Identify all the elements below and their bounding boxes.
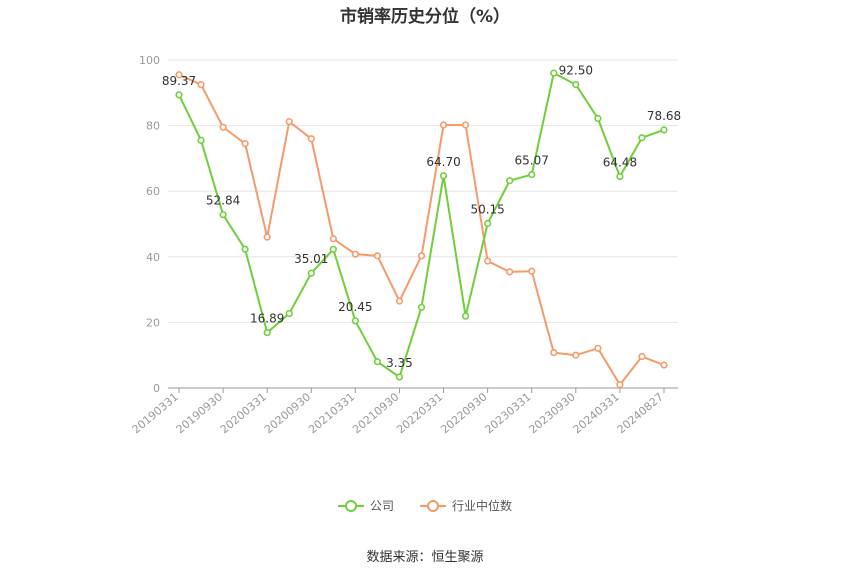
data-label-20: 64.48 <box>603 156 637 170</box>
data-label-10: 3.35 <box>386 356 413 370</box>
data-point-s1-2 <box>219 123 227 131</box>
data-point-s0-21 <box>638 134 646 142</box>
data-point-s1-3 <box>241 140 249 148</box>
data-point-s1-19 <box>594 344 602 352</box>
x-tick-label-20190930: 20190930 <box>174 390 225 436</box>
data-point-s0-2 <box>219 211 227 219</box>
data-point-s0-1 <box>197 136 205 144</box>
data-point-s0-13 <box>461 312 470 320</box>
data-label-14: 50.15 <box>470 203 504 217</box>
data-point-s1-22 <box>660 361 668 369</box>
data-point-s1-13 <box>461 121 470 129</box>
series-line-1 <box>178 73 665 386</box>
x-tick-label-20230930: 20230930 <box>526 390 577 436</box>
data-label-16: 65.07 <box>515 154 549 168</box>
y-tick-label-20: 20 <box>146 316 160 329</box>
data-point-s1-15 <box>506 268 514 276</box>
data-point-s1-8 <box>351 250 359 258</box>
data-point-s1-0 <box>175 71 183 79</box>
data-point-s1-20 <box>616 381 624 389</box>
data-point-s1-17 <box>550 348 558 357</box>
data-point-s0-5 <box>285 309 293 318</box>
data-point-s0-22 <box>660 126 668 134</box>
x-tick-label-20210930: 20210930 <box>350 390 401 436</box>
legend-label-industry-median: 行业中位数 <box>452 499 513 513</box>
x-tick-label-20200331: 20200331 <box>218 390 269 436</box>
data-point-s1-4 <box>263 233 271 241</box>
data-label-8: 20.45 <box>338 300 372 314</box>
data-point-s1-7 <box>329 235 337 243</box>
data-point-s1-6 <box>307 135 315 143</box>
data-point-s0-7 <box>329 245 337 253</box>
data-point-s0-6 <box>307 269 315 277</box>
data-point-s0-17 <box>550 69 558 77</box>
y-tick-label-100: 100 <box>139 54 160 67</box>
data-point-s1-12 <box>439 121 448 129</box>
data-point-s0-0 <box>175 91 183 99</box>
x-tick-label-20210331: 20210331 <box>306 390 357 436</box>
y-tick-label-80: 80 <box>146 120 160 133</box>
data-point-s0-12 <box>439 172 448 180</box>
legend-marker-company-icon <box>337 499 364 512</box>
data-source: 数据来源：恒生聚源 <box>366 550 484 565</box>
x-tick-label-20190331: 20190331 <box>130 390 181 436</box>
data-point-s1-14 <box>484 257 492 265</box>
data-point-s0-18 <box>572 80 580 89</box>
data-point-s0-8 <box>351 317 359 325</box>
y-tick-label-40: 40 <box>146 251 160 264</box>
data-point-s1-9 <box>373 252 382 260</box>
legend-marker-industry-median-icon <box>420 499 446 512</box>
x-tick-label-20200930: 20200930 <box>262 390 313 436</box>
data-label-2: 52.84 <box>206 194 240 208</box>
x-tick-label-20240827: 20240827 <box>615 390 666 436</box>
data-point-s1-10 <box>395 297 404 305</box>
data-label-12: 64.70 <box>426 155 460 169</box>
series-line-0 <box>178 72 665 379</box>
x-tick-label-20220331: 20220331 <box>394 390 445 436</box>
x-tick-label-20240331: 20240331 <box>571 390 622 436</box>
y-tick-label-60: 60 <box>146 185 160 198</box>
data-label-4: 16.89 <box>250 312 284 326</box>
data-point-s0-20 <box>616 172 624 181</box>
data-label-6: 35.01 <box>294 252 328 266</box>
legend-item-company[interactable]: 公司 <box>337 497 394 514</box>
data-label-0: 89.37 <box>162 74 196 88</box>
data-point-s0-4 <box>263 329 271 337</box>
data-point-s0-9 <box>373 358 382 366</box>
y-tick-label-0: 0 <box>153 382 160 395</box>
data-point-s0-14 <box>484 219 492 228</box>
data-point-s1-5 <box>285 118 293 126</box>
data-point-s1-1 <box>197 80 205 89</box>
data-label-18: 92.50 <box>559 64 593 78</box>
data-point-s0-3 <box>241 245 249 253</box>
chart-title: 市销率历史分位（%） <box>339 7 511 27</box>
legend-item-industry-median[interactable]: 行业中位数 <box>420 497 512 514</box>
data-point-s1-21 <box>638 352 646 361</box>
data-point-s1-11 <box>417 252 426 260</box>
data-point-s0-10 <box>395 373 404 381</box>
x-tick-label-20220930: 20220930 <box>438 390 489 436</box>
data-point-s0-16 <box>528 170 536 179</box>
legend: 公司 行业中位数 <box>0 497 850 514</box>
data-point-s0-19 <box>594 114 602 122</box>
data-point-s1-18 <box>572 351 580 359</box>
data-point-s0-11 <box>417 303 426 311</box>
legend-label-company: 公司 <box>369 499 394 513</box>
data-point-s1-16 <box>528 267 536 275</box>
data-label-22: 78.68 <box>647 109 681 123</box>
data-point-s0-15 <box>506 177 514 185</box>
x-tick-label-20230331: 20230331 <box>482 390 533 436</box>
